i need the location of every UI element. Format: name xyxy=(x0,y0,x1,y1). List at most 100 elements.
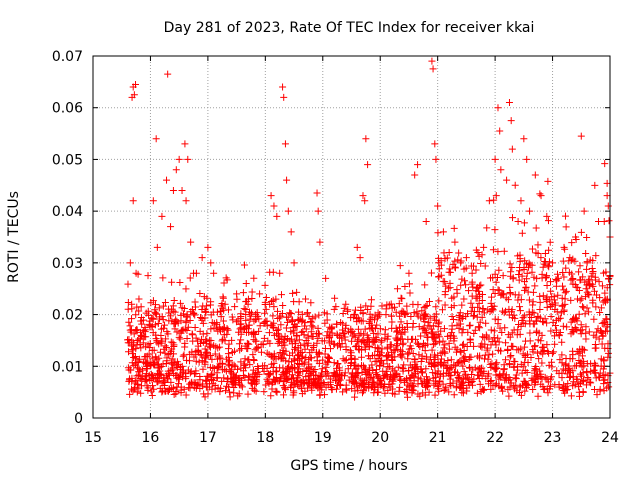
data-point-bg xyxy=(457,281,465,289)
data-point-bg xyxy=(583,281,591,289)
data-point-bg xyxy=(299,327,307,335)
data-point-bg xyxy=(241,342,249,350)
data-point-bg xyxy=(585,328,593,336)
data-point-bg xyxy=(309,323,317,331)
data-point-bg xyxy=(483,224,491,232)
data-point-bg xyxy=(342,321,350,329)
data-point-bg xyxy=(605,217,613,225)
data-point-bg xyxy=(348,370,356,378)
data-point-bg xyxy=(245,328,253,336)
data-point-bg xyxy=(506,283,514,291)
data-point-bg xyxy=(131,354,139,362)
data-points xyxy=(124,57,614,401)
data-point-bg xyxy=(162,372,170,380)
data-point-bg xyxy=(604,275,612,283)
data-point-bg xyxy=(307,299,315,307)
data-point-bg xyxy=(190,309,198,317)
data-point-bg xyxy=(578,352,586,360)
data-point-bg xyxy=(437,327,445,335)
data-point xyxy=(273,212,281,220)
data-point-bg xyxy=(459,362,467,370)
data-point-bg xyxy=(534,241,542,249)
data-point-bg xyxy=(560,273,568,281)
data-point-bg xyxy=(246,361,254,369)
data-point-bg xyxy=(492,278,500,286)
data-point-bg xyxy=(263,364,271,372)
x-tick-label: 16 xyxy=(142,430,160,446)
data-point-bg xyxy=(364,336,372,344)
data-point-bg xyxy=(526,317,534,325)
data-point-bg xyxy=(242,316,250,324)
data-point-bg xyxy=(139,339,147,347)
data-point-bg xyxy=(375,351,383,359)
data-point xyxy=(496,127,504,135)
data-point-bg xyxy=(456,357,464,365)
data-point-bg xyxy=(176,279,184,287)
data-point-bg xyxy=(219,293,227,301)
data-point-bg xyxy=(185,384,193,392)
data-point-bg xyxy=(530,309,538,317)
data-point-bg xyxy=(419,369,427,377)
data-point-bg xyxy=(589,296,597,304)
data-point-bg xyxy=(221,365,229,373)
data-point-bg xyxy=(478,251,486,259)
data-point-bg xyxy=(447,363,455,371)
data-point xyxy=(128,93,136,101)
x-tick-label: 15 xyxy=(84,430,102,446)
data-point-bg xyxy=(179,373,187,381)
data-point-bg xyxy=(288,335,296,343)
data-point-bg xyxy=(286,337,294,345)
data-point-bg xyxy=(434,320,442,328)
data-point-bg xyxy=(598,340,606,348)
data-point-bg xyxy=(582,323,590,331)
data-point-bg xyxy=(567,392,575,400)
data-point-bg xyxy=(474,371,482,379)
data-point-bg xyxy=(270,324,278,332)
data-point-bg xyxy=(582,285,590,293)
data-point xyxy=(233,290,241,298)
data-point-bg xyxy=(285,363,293,371)
data-point xyxy=(169,186,177,194)
data-point xyxy=(284,207,292,215)
data-point-bg xyxy=(475,299,483,307)
data-point-bg xyxy=(569,280,577,288)
data-point-bg xyxy=(128,300,136,308)
data-point xyxy=(451,238,459,246)
data-point-bg xyxy=(192,379,200,387)
data-point-bg xyxy=(220,279,228,287)
data-point-bg xyxy=(446,268,454,276)
data-point-bg xyxy=(518,272,526,280)
data-point-bg xyxy=(537,348,545,356)
data-point-bg xyxy=(366,324,374,332)
data-point-bg xyxy=(357,353,365,361)
data-point-bg xyxy=(439,337,447,345)
data-point-bg xyxy=(505,392,513,400)
data-point-bg xyxy=(418,355,426,363)
data-point xyxy=(514,217,522,225)
data-point-bg xyxy=(531,282,539,290)
data-point-bg xyxy=(460,277,468,285)
data-point-bg xyxy=(470,342,478,350)
data-point-bg xyxy=(225,388,233,396)
data-point-bg xyxy=(516,251,524,259)
data-point-bg xyxy=(569,373,577,381)
data-point-bg xyxy=(511,291,519,299)
data-point xyxy=(283,176,291,184)
data-point-bg xyxy=(480,386,488,394)
data-point-bg xyxy=(577,228,585,236)
data-point-bg xyxy=(283,318,291,326)
data-point-bg xyxy=(202,339,210,347)
x-axis-ticks: 15 16 17 18 19 20 21 22 23 24 xyxy=(84,56,619,446)
data-point-bg xyxy=(543,375,551,383)
data-point-bg xyxy=(248,294,256,302)
data-point-bg xyxy=(281,332,289,340)
data-point-bg xyxy=(590,315,598,323)
data-point-bg xyxy=(286,309,294,317)
data-point xyxy=(280,93,288,101)
data-point-bg xyxy=(450,293,458,301)
data-point-bg xyxy=(208,375,216,383)
data-point-bg xyxy=(495,286,503,294)
data-point-bg xyxy=(459,385,467,393)
data-point-bg xyxy=(592,303,600,311)
